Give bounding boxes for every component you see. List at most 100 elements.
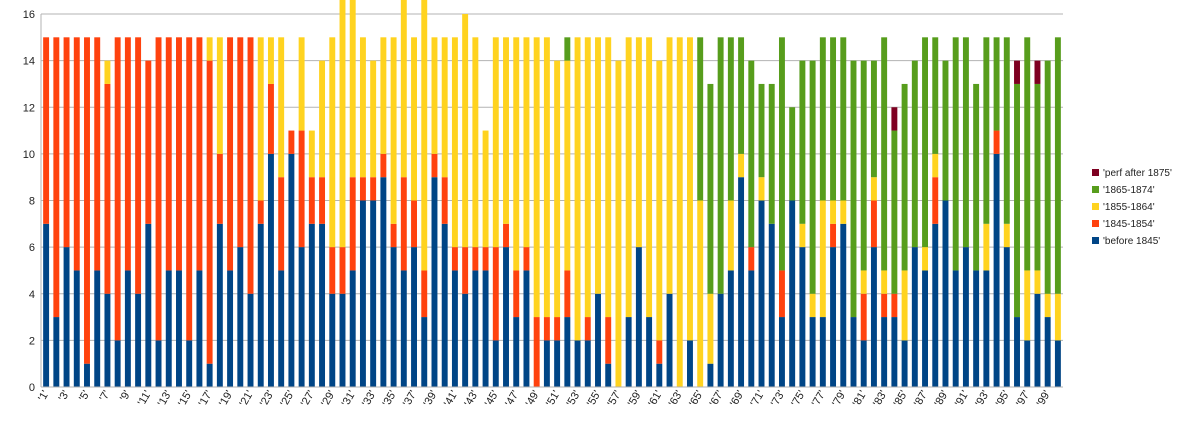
y-tick-label: 16 [23,9,35,21]
bar-segment [717,37,724,294]
bar-segment [441,37,448,178]
y-tick-label: 12 [23,102,35,114]
bar-segment [962,37,969,248]
bar-segment [288,130,295,154]
x-tick-label: '1' [36,389,52,404]
bar-segment [472,37,479,248]
bar-segment [1054,340,1061,388]
bar-segment [421,270,428,318]
bar-segment [124,270,131,387]
bar-segment [881,270,888,294]
bar-segment [983,270,990,387]
bar-segment [748,60,755,248]
legend-label: '1865-1874' [1103,185,1155,196]
bar-segment [819,37,826,201]
bar-segment [1003,247,1010,388]
legend: 'perf after 1875' '1865-1874' '1855-1864' '… [1092,168,1172,247]
bar-segment [1034,60,1041,84]
axes [40,14,1063,388]
bar-segment [308,130,315,178]
bar-segment [584,340,591,388]
bar-segment [738,177,745,387]
bar-segment [1034,270,1041,294]
bar-segment [666,293,673,387]
bar-segment [646,37,653,318]
bar-segment [554,60,561,318]
bar-segment [319,223,326,387]
bar-segment [482,247,489,271]
x-tick-label: '53' [565,389,584,409]
bar-segment [1003,223,1010,248]
bar-segment [94,37,101,271]
bar-segment [748,247,755,271]
bar-segment [176,270,182,387]
bar-segment [503,247,509,388]
bar-segment [267,153,274,388]
bar-segment [227,37,234,271]
x-tick-label: '35' [381,389,400,409]
bar-segment [257,37,264,201]
bar-segment [278,177,285,271]
x-tick-label: '37' [401,389,420,409]
bar-segment [768,223,775,387]
bar-segment [43,223,50,387]
bar-segment [492,37,499,248]
bar-segment [758,83,765,178]
bar-segment [431,37,438,154]
bar-segment [799,60,806,224]
bar-segment [257,223,264,387]
bar-segment [1014,317,1020,387]
bar-segment [380,37,387,154]
bar-segment [840,200,847,224]
bar-segment [267,83,274,154]
bar-segment [707,83,714,294]
bar-area [43,0,1061,388]
bar-segment [666,37,673,294]
gridlines [41,13,1063,388]
bar-segment [891,317,898,387]
x-tick-label: '57' [605,389,624,409]
bar-segment [359,177,366,201]
x-tick-label: '75' [789,389,808,409]
bar-segment [145,223,152,387]
x-tick-label: '21' [237,389,256,409]
bar-segment [932,177,939,224]
bar-segment [748,270,755,387]
bar-segment [860,270,867,294]
bar-segment [482,270,489,387]
bar-segment [738,153,745,178]
bar-segment [104,60,111,84]
bar-segment [1034,83,1041,271]
x-tick-label: '31' [340,389,359,409]
bar-segment [789,200,796,387]
bar-segment [247,37,254,294]
bar-segment [176,37,182,271]
bar-segment [891,130,898,294]
bar-segment [707,363,714,387]
bar-segment [186,37,193,341]
bar-segment [1054,293,1061,341]
x-tick-label: '29' [319,389,338,409]
bar-segment [789,107,796,201]
x-tick-label: '69' [728,389,747,409]
bar-segment [380,153,387,178]
bar-segment [390,247,397,388]
bar-segment [1024,340,1031,388]
x-tick-label: '91' [953,389,972,409]
y-tick-label: 2 [29,335,35,347]
legend-swatch [1092,186,1099,193]
bar-segment [584,37,591,318]
bar-segment [390,37,397,224]
x-tick-label: '13' [156,389,175,409]
bar-segment [830,247,837,388]
bar-segment [451,247,458,271]
x-tick-label: '59' [626,389,645,409]
bar-segment [554,340,561,388]
x-tick-label: '3' [57,389,73,404]
x-tick-label: '65' [687,389,706,409]
bar-segment [359,37,366,178]
x-tick-label: '11' [136,389,154,409]
x-tick-label: '73' [769,389,788,409]
y-axis-tick-labels: 0 2 4 6 8 10 12 14 16 [23,9,35,394]
